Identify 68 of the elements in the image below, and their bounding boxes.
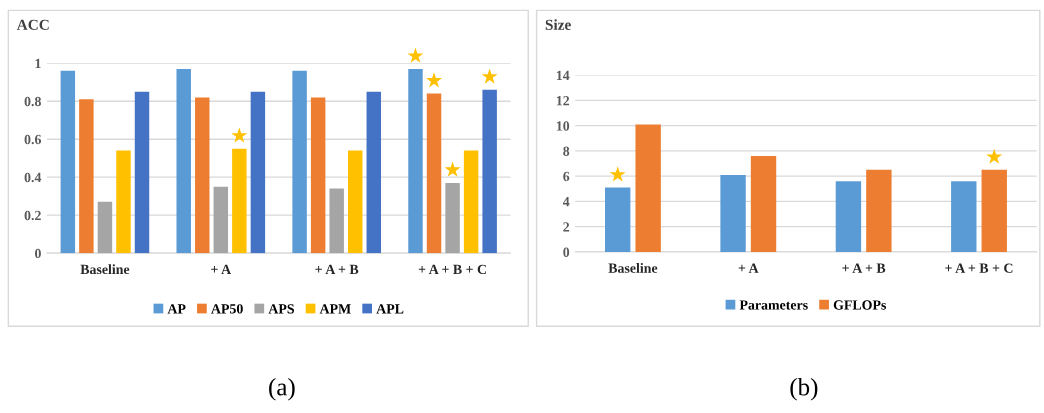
bar <box>635 124 661 252</box>
x-tick-label: + A + B + C <box>418 264 486 275</box>
bar <box>232 148 247 254</box>
bar <box>866 169 892 252</box>
legend-label: AP50 <box>211 304 243 314</box>
bar <box>97 201 113 254</box>
x-tick-label: + A + B <box>315 264 359 274</box>
bar <box>720 174 746 252</box>
legend-label: APS <box>268 304 294 314</box>
y-tick-label: 12 <box>556 96 570 106</box>
y-tick-label: 10 <box>556 121 570 131</box>
bar <box>981 169 1007 252</box>
bar <box>951 181 977 252</box>
x-tick-label: Baseline <box>80 264 130 275</box>
data-label: ★ <box>231 127 248 143</box>
y-tick-label: 14 <box>556 70 570 80</box>
bar <box>79 99 94 254</box>
y-tick-label: 1 <box>35 58 41 69</box>
bar <box>408 68 423 254</box>
text: (b) <box>790 377 818 401</box>
chart-title: Size <box>545 19 571 30</box>
data-label: ★ <box>481 68 498 84</box>
x-tick-label: + A + B <box>842 263 886 273</box>
bar <box>176 68 191 254</box>
bar <box>250 91 266 254</box>
bar <box>482 89 497 254</box>
legend-label: Parameters <box>739 300 808 310</box>
bar <box>348 150 363 254</box>
chart-title: ACC <box>16 19 49 30</box>
bar <box>605 187 631 252</box>
x-tick-label: Baseline <box>608 263 658 273</box>
bar <box>310 97 326 254</box>
bar <box>750 155 777 252</box>
bar <box>213 186 229 254</box>
y-tick-label: 8 <box>563 146 570 156</box>
legend-label: APL <box>376 304 404 314</box>
data-label: ★ <box>407 47 424 63</box>
data-label: ★ <box>986 148 1003 164</box>
bar <box>445 182 460 254</box>
y-tick-label: 6 <box>563 171 570 182</box>
x-tick-label: + A <box>211 264 232 274</box>
y-tick-label: 0.4 <box>24 172 42 183</box>
data-label: ★ <box>426 72 443 88</box>
y-tick-label: 0 <box>35 248 41 259</box>
y-tick-label: 4 <box>562 197 570 207</box>
x-tick-label: + A <box>738 263 759 273</box>
legend-label: GFLOPs <box>833 300 887 310</box>
data-label: ★ <box>609 166 626 182</box>
bar <box>60 70 76 254</box>
bar <box>366 91 381 254</box>
bar <box>292 70 307 254</box>
bar <box>426 93 442 254</box>
legend-label: APM <box>319 304 351 314</box>
x-tick-label: + A + B + C <box>945 263 1013 273</box>
y-tick-label: 0 <box>563 247 570 257</box>
bar <box>195 97 210 254</box>
bar <box>134 91 150 254</box>
text: (a) <box>269 377 295 401</box>
y-tick-label: 0.6 <box>24 134 42 145</box>
y-tick-label: 2 <box>563 222 570 232</box>
bar <box>463 150 479 254</box>
y-tick-label: 0.2 <box>24 210 41 221</box>
y-tick-label: 0.8 <box>24 96 41 107</box>
bar <box>329 188 344 254</box>
bar <box>835 181 862 252</box>
legend-label: AP <box>167 304 186 314</box>
data-label: ★ <box>444 161 461 177</box>
bar <box>116 150 131 254</box>
